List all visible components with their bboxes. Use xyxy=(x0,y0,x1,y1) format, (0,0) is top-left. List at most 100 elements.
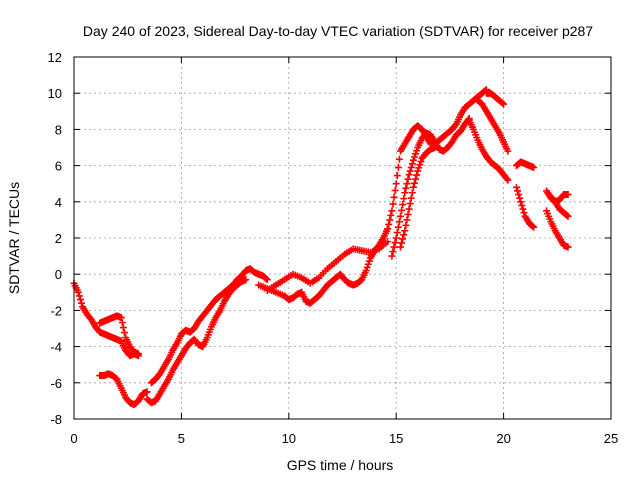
data-point-track-i-0-interp-1 xyxy=(389,248,397,256)
data-point-track-i-1 xyxy=(392,234,400,242)
data-point-track-h-1-interp-2 xyxy=(390,193,398,201)
data-point-track-o-1-interp-1 xyxy=(518,201,526,209)
data-point-track-h-0-interp-2 xyxy=(386,216,394,224)
data-point-track-d-23 xyxy=(242,276,250,284)
data-point-track-j-4-interp-3 xyxy=(417,158,425,166)
data-point-track-a-1-interp-3 xyxy=(78,299,86,307)
data-point-track-n-4 xyxy=(530,163,538,171)
data-point-track-h-0 xyxy=(384,225,392,233)
data-point-track-j-8 xyxy=(431,144,439,151)
data-point-track-r-4 xyxy=(564,212,572,220)
data-point-track-i-2-interp-2 xyxy=(399,201,407,209)
x-tick-label-2: 10 xyxy=(282,431,296,446)
tick-labels: 0 5 10 15 20 25 -8 -6 -4 -2 0 2 4 6 8 10 12 xyxy=(48,50,619,446)
data-point-track-a-1-interp-2 xyxy=(76,296,84,304)
data-point-track-j-4 xyxy=(414,167,422,175)
x-tick-label-0: 0 xyxy=(70,431,77,446)
data-point-track-o-4 xyxy=(530,223,538,231)
data-point-track-b-5-interp-1 xyxy=(118,319,126,327)
data-point-track-i-4-interp-2 xyxy=(407,163,415,171)
data-point-track-j-3-interp-1 xyxy=(410,179,418,187)
y-tick-label-3: -2 xyxy=(50,303,62,318)
data-layer xyxy=(70,86,572,409)
data-point-track-j-3-interp-2 xyxy=(412,175,420,183)
data-point-track-k-9 xyxy=(504,176,512,184)
data-point-track-i-0-interp-2 xyxy=(390,243,398,251)
data-point-track-f-22-interp-3 xyxy=(365,257,373,265)
data-point-track-j-2 xyxy=(405,205,413,213)
data-point-track-h-1-interp-1 xyxy=(389,200,397,208)
data-point-track-h-2 xyxy=(392,180,400,188)
data-point-track-o-0 xyxy=(512,183,520,191)
data-point-track-l-7 xyxy=(504,147,512,155)
data-point-track-j-1-interp-2 xyxy=(403,216,411,224)
y-tick-label-4: 0 xyxy=(55,267,62,282)
data-point-track-h-1-interp-3 xyxy=(391,186,399,194)
data-point-track-a-1 xyxy=(74,288,82,296)
data-point-track-f-22-interp-2 xyxy=(364,260,372,268)
data-point-track-i-3-interp-3 xyxy=(404,175,412,183)
chart-title: Day 240 of 2023, Sidereal Day-to-day VTE… xyxy=(83,23,593,39)
data-point-track-i-2-interp-1 xyxy=(398,206,406,214)
data-point-track-j-2-interp-3 xyxy=(408,189,416,197)
data-point-track-b-5-interp-3 xyxy=(120,329,128,337)
data-point-track-f-22 xyxy=(362,267,370,275)
data-point-track-j-0 xyxy=(396,243,404,251)
data-point-track-i-1-interp-3 xyxy=(395,218,403,226)
data-point-track-j-3-interp-3 xyxy=(413,171,421,179)
x-tick-label-1: 5 xyxy=(178,431,185,446)
x-tick-label-4: 20 xyxy=(496,431,510,446)
x-axis-title: GPS time / hours xyxy=(287,457,394,473)
data-point-track-j-1 xyxy=(401,227,409,235)
data-point-track-i-5-interp-1 xyxy=(410,153,418,161)
data-point-track-g-14 xyxy=(384,238,392,246)
data-point-track-j-3 xyxy=(409,183,417,191)
data-point-track-h-1 xyxy=(388,207,396,215)
y-tick-label-8: 8 xyxy=(55,122,62,137)
data-point-track-o-0-interp-2 xyxy=(515,191,523,199)
data-point-track-i-4-interp-3 xyxy=(408,160,416,168)
y-tick-label-7: 6 xyxy=(55,159,62,174)
data-point-track-h-2-interp-3 xyxy=(395,155,403,163)
data-point-track-j-1-interp-3 xyxy=(404,210,412,218)
data-point-track-p-5 xyxy=(564,191,572,199)
y-tick-label-6: 4 xyxy=(55,195,62,210)
y-tick-label-10: 12 xyxy=(48,50,62,65)
data-point-track-i-0-interp-3 xyxy=(391,239,399,247)
data-point-track-i-5-interp-3 xyxy=(413,147,421,155)
data-point-track-m-4 xyxy=(500,100,508,108)
data-point-track-j-2-interp-1 xyxy=(406,200,414,208)
data-point-track-i-5 xyxy=(409,156,417,164)
data-point-track-r-3-interp-3 xyxy=(563,211,571,219)
data-point-track-i-3-interp-2 xyxy=(403,180,411,188)
y-tick-label-9: 10 xyxy=(48,86,62,101)
data-point-track-h-2-interp-1 xyxy=(393,172,401,180)
data-point-track-i-1-interp-2 xyxy=(394,223,402,231)
data-point-track-i-3-interp-1 xyxy=(402,184,410,192)
data-point-track-h-2-interp-2 xyxy=(394,163,402,171)
data-point-track-k-8-interp-3 xyxy=(503,175,511,183)
data-point-track-i-0 xyxy=(388,252,396,260)
data-point-track-j-2-interp-2 xyxy=(407,194,415,202)
data-point-track-i-1-interp-1 xyxy=(393,229,401,237)
data-point-track-j-0-interp-2 xyxy=(399,235,407,243)
data-point-track-i-4 xyxy=(405,171,413,179)
data-point-track-o-0-interp-3 xyxy=(516,194,524,202)
x-tick-label-5: 25 xyxy=(604,431,618,446)
data-point-track-i-4-interp-1 xyxy=(406,167,414,175)
data-point-track-i-2-interp-3 xyxy=(400,195,408,203)
data-point-track-j-4-interp-2 xyxy=(416,161,424,169)
data-point-track-c-11 xyxy=(143,388,151,396)
data-point-track-q-5 xyxy=(564,243,572,251)
data-point-track-a-1-interp-1 xyxy=(75,292,83,300)
data-point-track-i-5-interp-2 xyxy=(412,150,420,158)
data-point-track-o-1-interp-2 xyxy=(519,205,527,213)
data-point-track-b-9 xyxy=(134,350,142,358)
data-point-track-h-0-interp-3 xyxy=(387,211,395,219)
data-point-track-j-4-interp-1 xyxy=(415,164,423,172)
data-point-track-b-5-interp-2 xyxy=(119,324,127,332)
data-point-track-f-22-interp-1 xyxy=(363,263,371,271)
y-tick-label-2: -4 xyxy=(50,340,62,355)
